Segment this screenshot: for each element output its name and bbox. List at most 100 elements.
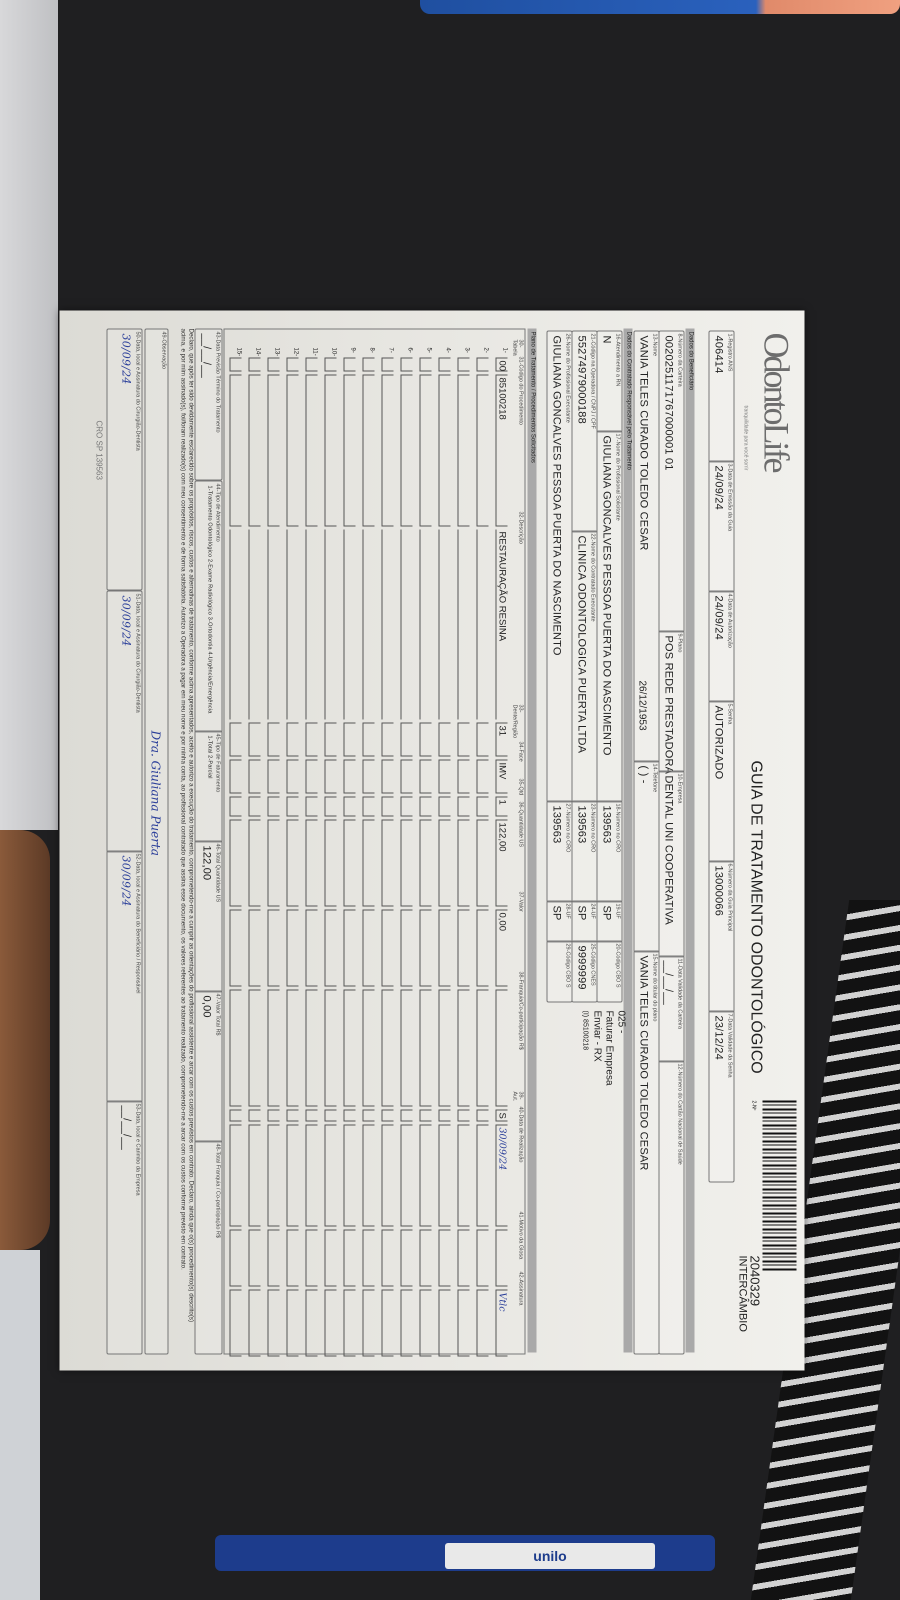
executante-value: GIULIANA GONCALVES PESSOA PUERTA DO NASC… <box>550 335 563 656</box>
cell-franquia <box>400 989 413 1107</box>
field-solicitante: 17-Nome do Profissional Solicitante GIULI… <box>596 430 623 803</box>
logo-tagline: tranquilidade para você sorrir <box>742 405 749 471</box>
cell-dente <box>324 722 337 757</box>
cell-valor <box>324 909 337 987</box>
column-header: 40-Data de Realização <box>517 1106 524 1163</box>
cell-us <box>457 819 470 907</box>
plano-value: POS REDE PRESTADORA <box>662 635 675 775</box>
cell-us <box>476 819 489 907</box>
table-row: 3- <box>457 348 473 1372</box>
cell-us <box>438 819 451 907</box>
cell-valor <box>229 909 242 987</box>
row-number: 3- <box>463 347 470 353</box>
cell-assinatura <box>267 1289 280 1357</box>
row-number: 15- <box>235 347 242 357</box>
uf_sol-value: SP <box>600 905 613 921</box>
cell-codigo <box>305 374 318 527</box>
column-header: 33-Dente/Região <box>511 704 524 739</box>
cell-data <box>476 1124 489 1227</box>
cell-assinatura <box>381 1289 394 1357</box>
table-row: 11- <box>305 348 321 1372</box>
cell-tabela <box>419 357 432 372</box>
cell-tabela <box>400 357 413 372</box>
nome-label: 13-Nome <box>651 333 658 357</box>
guide-no-label: 2-Nº <box>750 1100 757 1111</box>
birth-date: 26/12/1953 <box>636 680 648 731</box>
field-uf_cont: 24-UF SP <box>571 900 598 943</box>
cell-qtd <box>362 796 375 817</box>
data_autorizacao-value: 24/09/24 <box>712 595 725 640</box>
row-number: 8- <box>368 347 375 353</box>
cell-descricao <box>381 529 394 720</box>
cell-data <box>343 1124 356 1227</box>
cell-franquia <box>476 989 489 1107</box>
telefone-value: ( ) - <box>637 765 650 784</box>
cnes-label: 25-Código CNES <box>589 943 596 986</box>
total_franquia-label: 48-Total Franquia / Co-participação R$ <box>214 1143 221 1238</box>
sig_company-value: __/__/__ <box>120 1105 133 1150</box>
background-arm <box>0 830 50 1250</box>
table-row: 7- <box>381 348 397 1372</box>
cell-valor <box>381 909 394 987</box>
field-empresa: 10-Empresa DENTAL UNI COOPERATIVA <box>658 770 685 958</box>
cell-descricao <box>343 529 356 720</box>
cell-motivo <box>362 1229 375 1287</box>
cell-codigo <box>343 374 356 527</box>
dentist-stamp: Dra. Giuliana Puerta <box>148 730 163 856</box>
row-number: 11- <box>311 347 318 356</box>
table-row: 13- <box>267 348 283 1372</box>
cell-dente <box>362 722 375 757</box>
plano-label: 9-Plano <box>676 633 683 653</box>
field-data_emissao: 3-Data de Emissão da Guia 24/09/24 <box>708 460 735 593</box>
contratado-label: 22-Nome do Contratado Executante <box>589 533 596 622</box>
cell-assinatura <box>286 1289 299 1357</box>
table-row: 8- <box>362 348 378 1372</box>
marker-pen: unilo <box>215 1535 715 1571</box>
guia_principal-value: 13000066 <box>712 865 725 917</box>
cell-qtd <box>305 796 318 817</box>
cell-franquia <box>267 989 280 1107</box>
cell-franquia <box>286 989 299 1107</box>
row-number: 9- <box>349 347 356 353</box>
cell-assinatura <box>248 1289 261 1357</box>
cell-assinatura <box>457 1289 470 1357</box>
row-number: 7- <box>387 347 394 353</box>
procedures-table: 30-Tabela 31-Código do Procedimento 32-Des… <box>223 328 526 1357</box>
cell-motivo <box>495 1229 508 1287</box>
cell-descricao: RESTAURAÇÃO RESINA <box>495 529 508 720</box>
cell-us <box>343 819 356 907</box>
cell-us <box>381 819 394 907</box>
cro-stamp: CRO SP 139563 <box>94 420 104 480</box>
cell-aut <box>286 1109 299 1122</box>
field-cbo_exec: 29-Código CBO S <box>546 940 573 1003</box>
cell-qtd <box>438 796 451 817</box>
cell-face <box>419 759 432 794</box>
sig_resp-label: 52-Data, local e Assinatura do Beneficiá… <box>134 853 141 994</box>
guide-type: INTERCÂMBIO <box>736 1255 749 1332</box>
cell-franquia <box>248 989 261 1107</box>
cell-data <box>457 1124 470 1227</box>
cell-dente <box>438 722 451 757</box>
cbo_exec-label: 29-Código CBO S <box>564 943 571 988</box>
cell-aut <box>457 1109 470 1122</box>
cell-valor <box>248 909 261 987</box>
cell-valor <box>343 909 356 987</box>
cell-motivo <box>324 1229 337 1287</box>
cell-qtd <box>324 796 337 817</box>
cell-dente <box>419 722 432 757</box>
field-guia_principal: 6-Número da Guia Principal 13000066 <box>708 860 735 1013</box>
cell-assinatura <box>419 1289 432 1357</box>
cell-codigo <box>457 374 470 527</box>
section-beneficiary: Dados do Beneficiário <box>685 328 695 1353</box>
cell-franquia <box>381 989 394 1107</box>
barcode-icon <box>762 1100 797 1271</box>
cell-data <box>438 1124 451 1227</box>
cro_exec-value: 139563 <box>550 805 563 844</box>
field-cro_cont: 23-Número no CRO 139563 <box>571 800 598 903</box>
cell-valor <box>362 909 375 987</box>
cell-aut <box>229 1109 242 1122</box>
column-header: 31-Código do Procedimento <box>517 356 524 426</box>
cell-tabela <box>381 357 394 372</box>
senha-value: AUTORIZADO <box>712 705 725 780</box>
cell-motivo <box>267 1229 280 1287</box>
